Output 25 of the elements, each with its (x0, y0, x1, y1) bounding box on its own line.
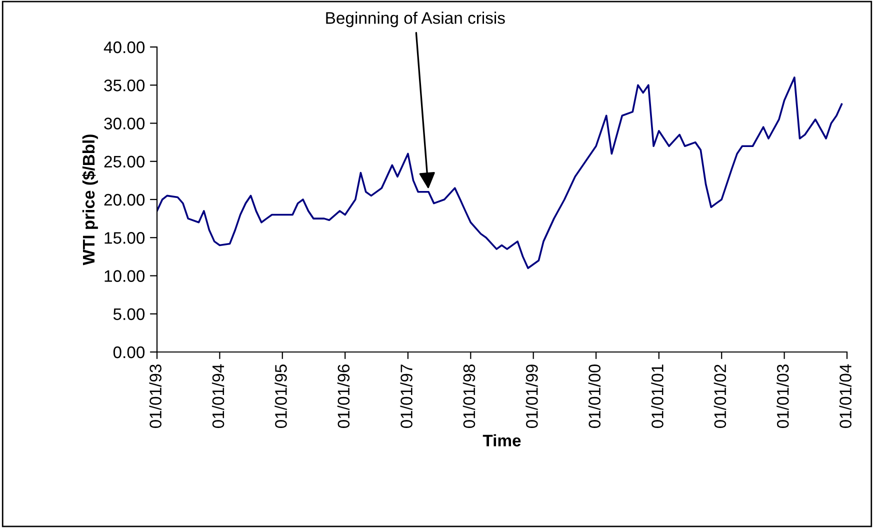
x-tick-label: 01/01/94 (212, 364, 224, 428)
y-tick-label: 10.00 (104, 270, 145, 282)
line-series (157, 76, 843, 270)
y-tick-label: 20.00 (104, 194, 145, 206)
x-tick-label: 01/01/04 (839, 364, 852, 428)
x-tick-label: 01/01/93 (149, 364, 162, 428)
y-tick-label: 5.00 (113, 308, 145, 320)
x-tick-label: 01/01/01 (651, 364, 664, 428)
x-tick-label: 01/01/02 (714, 364, 726, 428)
x-tick-label: 01/01/98 (462, 364, 476, 428)
y-tick-label: 30.00 (104, 118, 145, 130)
x-axis-title: Time (482, 434, 521, 446)
y-tick-label: 25.00 (104, 156, 145, 168)
x-tick-label: 01/01/00 (588, 364, 601, 428)
x-tick-label: 01/01/95 (274, 364, 287, 428)
x-tick-label: 01/01/97 (400, 364, 412, 428)
x-tick-label: 01/01/03 (776, 364, 789, 428)
y-axis-title: WTI price ($/Bbl) (82, 134, 98, 266)
y-tick-label: 0.00 (113, 346, 145, 358)
y-tick-label: 15.00 (104, 232, 145, 244)
y-tick-label: 40.00 (104, 41, 145, 54)
x-tick-label: 01/01/96 (337, 364, 350, 428)
x-tick-label: 01/01/99 (526, 364, 538, 428)
y-tick-label: 35.00 (104, 80, 145, 92)
annotation: Beginning of Asian crisis (326, 12, 505, 28)
